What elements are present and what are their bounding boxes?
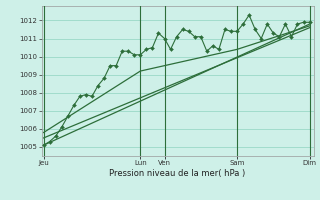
X-axis label: Pression niveau de la mer( hPa ): Pression niveau de la mer( hPa )	[109, 169, 246, 178]
